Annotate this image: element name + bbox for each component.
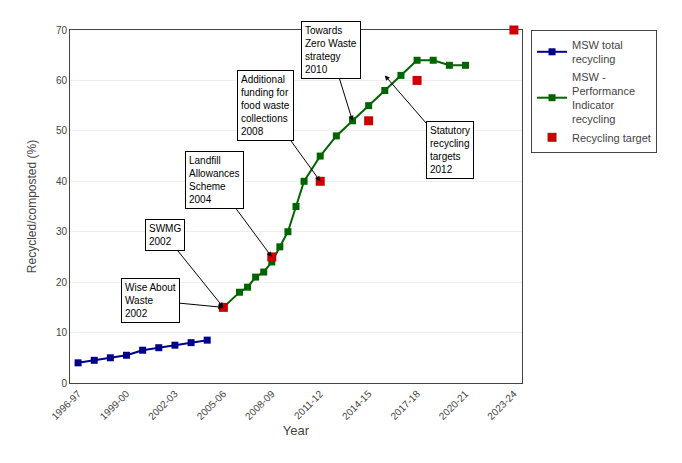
svg-text:Year: Year: [283, 423, 310, 438]
svg-text:2008-09: 2008-09: [243, 388, 277, 422]
svg-text:LandfillAllowancesScheme2004: LandfillAllowancesScheme2004: [189, 155, 240, 205]
svg-text:2002-03: 2002-03: [146, 388, 180, 422]
svg-text:60: 60: [56, 75, 68, 86]
svg-text:Recycled/composted (%): Recycled/composted (%): [25, 140, 39, 273]
svg-text:Wise AboutWaste2002: Wise AboutWaste2002: [125, 282, 176, 319]
svg-text:MSW -PerformanceIndicatorrecyc: MSW -PerformanceIndicatorrecycling: [572, 71, 635, 126]
svg-text:MSW totalrecycling: MSW totalrecycling: [572, 39, 623, 65]
svg-text:0: 0: [61, 378, 67, 389]
svg-text:Recycling target: Recycling target: [572, 132, 651, 144]
svg-text:40: 40: [56, 176, 68, 187]
svg-text:1996-97: 1996-97: [49, 388, 83, 422]
svg-text:70: 70: [56, 25, 68, 36]
svg-text:2023-24: 2023-24: [485, 388, 519, 422]
svg-text:TowardsZero Wastestrategy2010: TowardsZero Wastestrategy2010: [305, 25, 357, 75]
svg-text:10: 10: [56, 327, 68, 338]
svg-text:2020-21: 2020-21: [437, 388, 471, 422]
svg-text:Statutoryrecyclingtargets2012: Statutoryrecyclingtargets2012: [430, 125, 470, 175]
svg-text:SWMG2002: SWMG2002: [149, 223, 181, 247]
svg-text:1999-00: 1999-00: [98, 388, 132, 422]
svg-text:Additionalfunding forfood wast: Additionalfunding forfood wastecollectio…: [241, 74, 290, 137]
svg-text:20: 20: [56, 277, 68, 288]
svg-text:2005-06: 2005-06: [195, 388, 229, 422]
svg-text:2014-15: 2014-15: [340, 388, 374, 422]
svg-text:2011-12: 2011-12: [292, 388, 326, 422]
svg-text:30: 30: [56, 226, 68, 237]
svg-text:2017-18: 2017-18: [388, 388, 422, 422]
svg-text:50: 50: [56, 125, 68, 136]
